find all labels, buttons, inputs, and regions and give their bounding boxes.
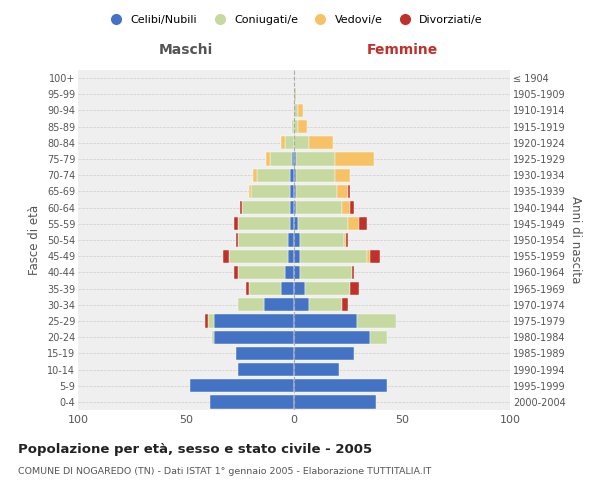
Bar — [290, 185, 294, 198]
Bar — [290, 168, 294, 182]
Bar — [294, 330, 370, 344]
Bar — [264, 298, 294, 312]
Bar — [341, 298, 348, 312]
Text: Femmine: Femmine — [367, 43, 437, 57]
Bar — [286, 136, 294, 149]
Bar — [309, 136, 333, 149]
Text: Maschi: Maschi — [159, 43, 213, 57]
Bar — [238, 234, 287, 246]
Y-axis label: Fasce di età: Fasce di età — [28, 205, 41, 275]
Bar — [337, 185, 348, 198]
Bar — [233, 217, 238, 230]
Bar — [281, 282, 294, 295]
Bar — [294, 266, 301, 279]
Bar — [294, 88, 296, 101]
Text: COMUNE DI NOGAREDO (TN) - Dati ISTAT 1° gennaio 2005 - Elaborazione TUTTITALIA.I: COMUNE DI NOGAREDO (TN) - Dati ISTAT 1° … — [18, 468, 431, 476]
Bar — [236, 234, 238, 246]
Bar — [359, 217, 367, 230]
Bar — [294, 168, 296, 182]
Bar — [346, 234, 348, 246]
Bar — [294, 282, 305, 295]
Bar — [208, 314, 214, 328]
Bar — [210, 396, 294, 408]
Bar — [190, 379, 294, 392]
Bar — [352, 266, 355, 279]
Bar — [335, 168, 350, 182]
Bar — [298, 104, 302, 117]
Bar — [287, 250, 294, 263]
Bar — [253, 168, 257, 182]
Bar — [290, 201, 294, 214]
Bar — [248, 185, 251, 198]
Bar — [294, 346, 355, 360]
Bar — [294, 185, 296, 198]
Bar — [305, 282, 350, 295]
Bar — [292, 152, 294, 166]
Bar — [370, 250, 380, 263]
Bar — [251, 185, 290, 198]
Bar — [350, 201, 355, 214]
Bar — [294, 298, 309, 312]
Bar — [286, 266, 294, 279]
Bar — [294, 136, 309, 149]
Bar — [238, 363, 294, 376]
Bar — [287, 234, 294, 246]
Bar — [294, 314, 356, 328]
Bar — [233, 266, 238, 279]
Bar — [294, 120, 298, 134]
Bar — [296, 185, 337, 198]
Bar — [281, 136, 286, 149]
Bar — [309, 298, 341, 312]
Bar — [248, 282, 281, 295]
Bar — [292, 120, 294, 134]
Bar — [350, 282, 359, 295]
Bar — [214, 314, 294, 328]
Bar — [205, 314, 208, 328]
Bar — [348, 185, 350, 198]
Bar — [270, 152, 292, 166]
Bar — [296, 201, 341, 214]
Bar — [294, 379, 387, 392]
Bar — [238, 266, 286, 279]
Bar — [335, 152, 374, 166]
Bar — [356, 314, 395, 328]
Bar — [344, 234, 346, 246]
Bar — [266, 152, 270, 166]
Bar — [296, 168, 335, 182]
Bar — [296, 152, 335, 166]
Bar — [229, 250, 287, 263]
Bar — [214, 330, 294, 344]
Bar — [367, 250, 370, 263]
Bar — [257, 168, 290, 182]
Bar — [238, 298, 264, 312]
Text: Popolazione per età, sesso e stato civile - 2005: Popolazione per età, sesso e stato civil… — [18, 442, 372, 456]
Bar — [294, 217, 298, 230]
Bar — [294, 363, 340, 376]
Bar — [236, 346, 294, 360]
Bar — [294, 201, 296, 214]
Bar — [242, 201, 290, 214]
Bar — [247, 282, 248, 295]
Bar — [341, 201, 350, 214]
Y-axis label: Anni di nascita: Anni di nascita — [569, 196, 583, 284]
Bar — [301, 250, 367, 263]
Bar — [290, 217, 294, 230]
Bar — [294, 152, 296, 166]
Bar — [298, 217, 348, 230]
Legend: Celibi/Nubili, Coniugati/e, Vedovi/e, Divorziati/e: Celibi/Nubili, Coniugati/e, Vedovi/e, Di… — [101, 10, 487, 29]
Bar — [298, 120, 307, 134]
Bar — [294, 250, 301, 263]
Bar — [348, 217, 359, 230]
Bar — [301, 234, 344, 246]
Bar — [294, 104, 298, 117]
Bar — [238, 217, 290, 230]
Bar — [294, 234, 301, 246]
Bar — [301, 266, 352, 279]
Bar — [223, 250, 229, 263]
Bar — [370, 330, 387, 344]
Bar — [294, 396, 376, 408]
Bar — [240, 201, 242, 214]
Bar — [212, 330, 214, 344]
